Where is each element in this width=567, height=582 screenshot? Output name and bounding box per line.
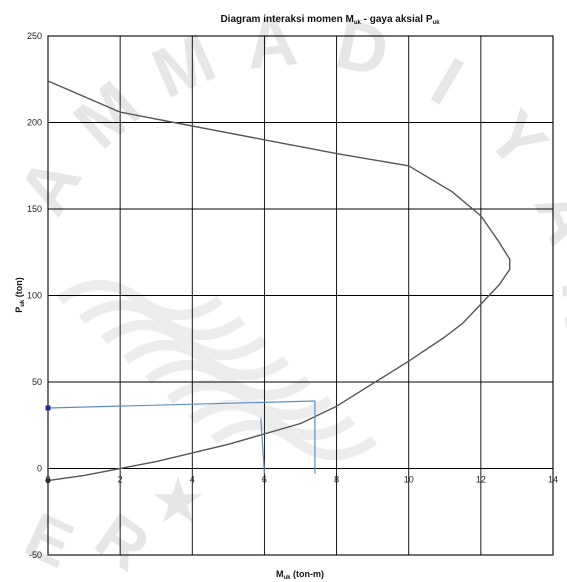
x-axis-label-rest: (ton-m): [291, 569, 325, 579]
y-tick-label: 250: [27, 31, 42, 41]
watermark-letter: I: [419, 43, 475, 120]
watermark-letter: A: [3, 144, 96, 227]
watermark-swirl: [189, 400, 355, 440]
y-tick-labels: -50 0 50 100 150 200 250: [27, 31, 42, 560]
watermark-swirl: [211, 420, 377, 460]
watermark-star-icon: ★: [153, 469, 203, 532]
watermark-swirl: [167, 380, 333, 420]
curve-start-marker: [45, 478, 51, 484]
chart-title-subscript-2: uk: [433, 20, 441, 26]
watermark-letter: M: [59, 66, 154, 163]
watermark-swirl: [57, 280, 223, 320]
load-path-line: [260, 418, 265, 474]
watermark-letter: E: [15, 498, 84, 581]
plot-frame: [47, 35, 554, 556]
watermark-letter: A: [520, 178, 567, 255]
watermark-letter: R: [83, 499, 162, 582]
watermark-letter: H: [547, 276, 567, 333]
chart-title: Diagram interaksi momen Muk - gaya aksia…: [220, 14, 440, 26]
load-path-line: [47, 400, 316, 474]
x-tick-label: 12: [476, 475, 486, 485]
y-tick-label: 100: [27, 291, 42, 301]
watermark-letter: M: [141, 18, 226, 113]
watermark-swirl: [145, 360, 311, 400]
chart-title-mid: - gaya aksial P: [361, 14, 433, 25]
x-tick-label: 10: [404, 475, 414, 485]
y-tick-label: -50: [29, 550, 42, 560]
y-tick-label: 50: [32, 377, 42, 387]
interaction-curve-line: [47, 80, 511, 482]
chart-title-subscript-1: uk: [354, 20, 362, 26]
x-tick-label: 6: [262, 475, 267, 485]
x-tick-label: 4: [190, 475, 195, 485]
x-axis-label-main: M: [276, 569, 284, 579]
marker-layer: [45, 405, 51, 484]
x-tick-label: 2: [118, 475, 123, 485]
y-axis-label: Puk (ton): [14, 277, 26, 313]
x-tick-label: 14: [548, 475, 558, 485]
y-axis-label-subscript: uk: [20, 299, 26, 307]
x-axis-label-subscript: uk: [283, 575, 291, 581]
watermark-swirl: [101, 320, 267, 360]
y-tick-label: 150: [27, 204, 42, 214]
series-layer: [47, 80, 511, 482]
y-axis-label-rest: (ton): [14, 277, 24, 300]
plot-border: [47, 35, 554, 556]
watermark-letter: Y: [473, 96, 562, 183]
chart-title-main: Diagram interaksi momen M: [220, 14, 353, 25]
x-tick-label: 8: [334, 475, 339, 485]
x-axis-label: Muk (ton-m): [276, 569, 324, 581]
y-tick-label: 200: [27, 118, 42, 128]
x-tick-labels: 0 2 4 6 8 10 12 14: [45, 475, 558, 485]
load-point-marker: [45, 405, 51, 411]
watermark-letter: A: [243, 1, 301, 84]
x-tick-label: 0: [45, 475, 50, 485]
y-tick-label: 0: [37, 464, 42, 474]
y-axis-label-main: P: [14, 307, 24, 313]
watermark-swirl: [79, 300, 245, 340]
watermark-swirl: [123, 340, 289, 380]
